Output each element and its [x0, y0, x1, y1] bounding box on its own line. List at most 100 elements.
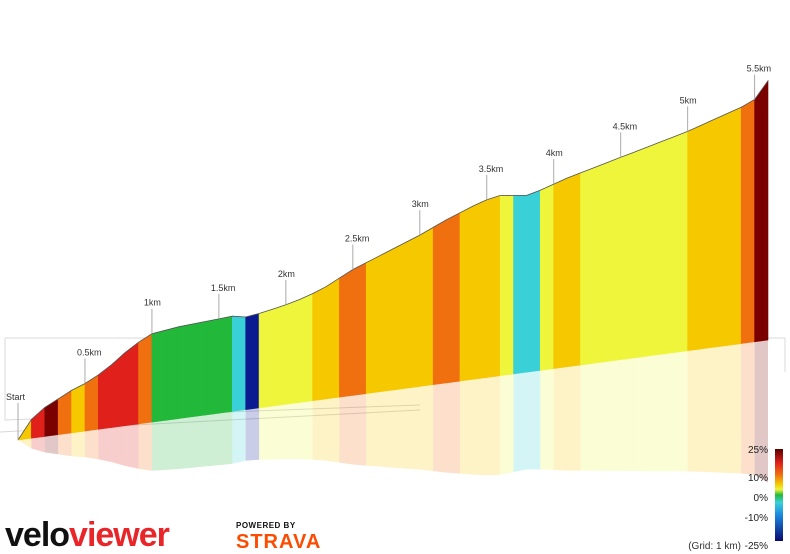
profile-segment	[138, 333, 153, 425]
reflection-segment	[245, 407, 260, 461]
reflection-segment	[419, 384, 434, 472]
profile-segment	[513, 195, 528, 375]
profile-segment	[325, 277, 340, 400]
reflection-segment	[593, 361, 608, 471]
reflection-segment	[741, 341, 755, 476]
reflection-segment	[446, 381, 460, 474]
reflection-segment	[285, 402, 300, 460]
km-markers: Start 0.5km 1km 1.5km 2km 2.5km 3km 3.5km 4km 4.5…	[6, 64, 771, 440]
km-marker-label: 0.5km	[77, 347, 102, 357]
reflection-segment	[299, 400, 313, 460]
legend-label-25: 25%	[748, 445, 768, 456]
reflection-segment	[111, 425, 126, 466]
profile-segment	[205, 318, 220, 416]
gradient-legend: 25% 10% 0% -10% -25% (Grid: 1 km)	[688, 445, 783, 552]
legend-label-10: 10%	[748, 473, 768, 484]
legend-label-0: 0%	[754, 493, 769, 504]
profile-segment	[714, 112, 729, 348]
profile-segment	[44, 398, 59, 437]
reflection-segment	[125, 423, 139, 469]
strava-logo: STRAVA	[236, 531, 321, 553]
legend-label-minus-10: -10%	[745, 513, 768, 524]
profile-segment	[285, 299, 300, 405]
reflection-segment	[71, 431, 85, 458]
profile-segment	[432, 219, 447, 385]
profile-segment	[71, 382, 86, 434]
profile-segment	[700, 118, 715, 350]
profile-segment	[754, 79, 769, 343]
profile-segment	[98, 363, 113, 430]
reflection-segment	[473, 377, 487, 476]
profile-segment	[312, 286, 327, 402]
profile-segment	[606, 156, 621, 362]
profile-segment	[473, 199, 488, 380]
reflection-segment	[151, 420, 166, 471]
reflection-segment	[58, 432, 72, 457]
veloviewer-logo: veloviewer	[5, 516, 171, 554]
profile-segment	[566, 172, 581, 368]
reflection-segment	[553, 366, 568, 471]
reflection-segment	[433, 382, 447, 473]
reflection-segment	[232, 409, 246, 464]
reflection-segment	[98, 427, 112, 463]
profile-segment	[191, 321, 206, 418]
profile-segment	[352, 262, 367, 396]
profile-segment	[740, 99, 755, 344]
profile-segment	[57, 389, 72, 435]
km-marker-label: 2km	[278, 269, 295, 279]
grid-note: (Grid: 1 km)	[688, 541, 741, 552]
reflection-segment	[178, 416, 193, 470]
profile-segment	[151, 329, 166, 423]
reflection-segment	[31, 436, 45, 453]
profile-segment	[486, 195, 501, 378]
reflection-segment	[647, 354, 661, 472]
reflection-segment	[366, 391, 380, 467]
reflection-segment	[339, 395, 353, 465]
profile-segment	[258, 308, 273, 409]
reflection-segment	[526, 370, 541, 470]
profile-segment	[593, 162, 608, 364]
profile-segment	[446, 212, 461, 384]
profile-segment	[339, 269, 354, 398]
profile-segment	[553, 177, 568, 369]
reflection-segment	[660, 352, 675, 472]
logo-text: veloviewer	[5, 516, 170, 554]
km-marker-label: 4km	[546, 148, 563, 158]
profile-segment	[365, 255, 380, 394]
reflection-segment	[406, 386, 420, 470]
reflection-segment	[727, 343, 742, 474]
km-marker-label: 3km	[412, 199, 429, 209]
profile-segment	[419, 226, 434, 387]
reflection-segment	[259, 406, 273, 460]
km-marker-label: 1km	[144, 298, 161, 308]
legend-label-minus-25: -25%	[745, 541, 768, 552]
profile-segment	[178, 323, 193, 419]
profile-segment	[392, 241, 407, 391]
profile-segment	[580, 167, 595, 366]
reflection-segment	[165, 418, 179, 470]
profile-segment	[245, 313, 260, 410]
reflection-segment	[205, 413, 219, 467]
profile-segment	[459, 205, 474, 382]
reflection-segment	[326, 397, 340, 463]
reflection-segment	[607, 359, 621, 471]
profile-top-edge	[17, 80, 769, 441]
logo-velo: velo	[5, 516, 69, 554]
reflection-segment	[714, 345, 728, 473]
reflection-segment	[459, 379, 474, 475]
profile-segment	[165, 326, 180, 421]
profile-segment	[647, 141, 662, 357]
reflection-segment	[634, 356, 648, 472]
strava-badge: POWERED BY STRAVA	[236, 521, 321, 553]
km-marker-label: 2.5km	[345, 234, 370, 244]
profile-segment	[540, 183, 555, 371]
reflection-segment	[687, 348, 702, 472]
reflection-segment	[580, 363, 594, 471]
reflection-segment	[393, 388, 407, 469]
km-marker-label: 3.5km	[479, 164, 504, 174]
profile-segment	[231, 315, 246, 412]
profile-segment	[111, 351, 126, 428]
reflection-segment	[620, 357, 635, 471]
profile-segment	[84, 374, 99, 432]
